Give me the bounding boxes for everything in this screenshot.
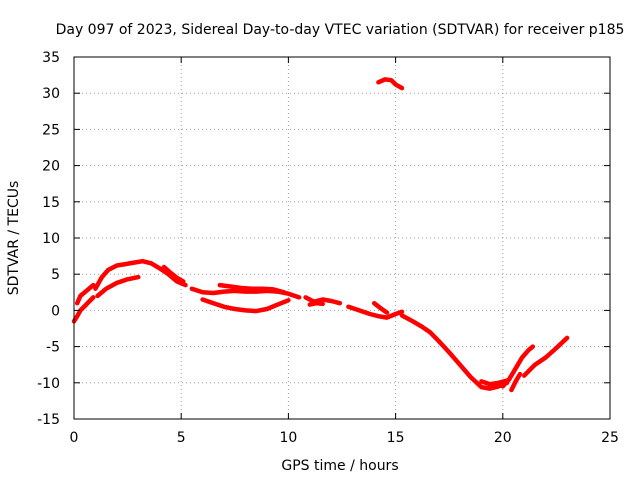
chart-title: Day 097 of 2023, Sidereal Day-to-day VTE… [56, 22, 625, 38]
grid-lines [74, 57, 610, 419]
y-tick-label: 20 [42, 159, 60, 175]
series-arc-o [500, 344, 536, 389]
series-arc-a [71, 295, 96, 324]
series-arc-l [371, 300, 390, 315]
series-arc-k [346, 304, 405, 320]
series-arc-m [399, 313, 510, 391]
series-arc-n [479, 378, 510, 387]
y-tick-label: 35 [42, 50, 60, 66]
series-arc-b [74, 282, 96, 306]
series-marks [71, 77, 570, 393]
y-tick-label: 15 [42, 195, 60, 211]
y-axis-label: SDTVAR / TECUs [6, 181, 22, 296]
plot-frame [73, 56, 611, 420]
series-arc-h [217, 282, 287, 295]
y-tick-label: 10 [42, 231, 60, 247]
series-arc-g [200, 297, 291, 314]
series-arc-e [161, 264, 186, 284]
x-tick-label: 20 [494, 430, 512, 446]
axis-ticks: 0 5 10 15 20 25 -15 -10 -5 0 5 10 15 20 25 30 35 [37, 50, 619, 446]
series-arc-i [303, 295, 343, 306]
series-arc-c [93, 258, 188, 291]
y-tick-label: 30 [42, 86, 60, 102]
y-tick-label: 25 [42, 122, 60, 138]
x-tick-label: 15 [387, 430, 405, 446]
x-tick-label: 5 [177, 430, 186, 446]
y-tick-label: 0 [51, 303, 60, 319]
series-arc-j [307, 300, 325, 307]
series-arc-r [376, 77, 405, 91]
series-arc-q [521, 335, 570, 378]
y-tick-label: -5 [46, 340, 60, 356]
y-tick-label: -10 [37, 376, 60, 392]
series-arc-p [509, 371, 523, 393]
series-arc-d [95, 274, 141, 299]
y-tick-label: 5 [51, 267, 60, 283]
x-tick-label: 10 [279, 430, 297, 446]
y-tick-label: -15 [37, 412, 60, 428]
x-tick-label: 0 [70, 430, 79, 446]
x-tick-label: 25 [601, 430, 619, 446]
x-axis-label: GPS time / hours [281, 458, 398, 474]
